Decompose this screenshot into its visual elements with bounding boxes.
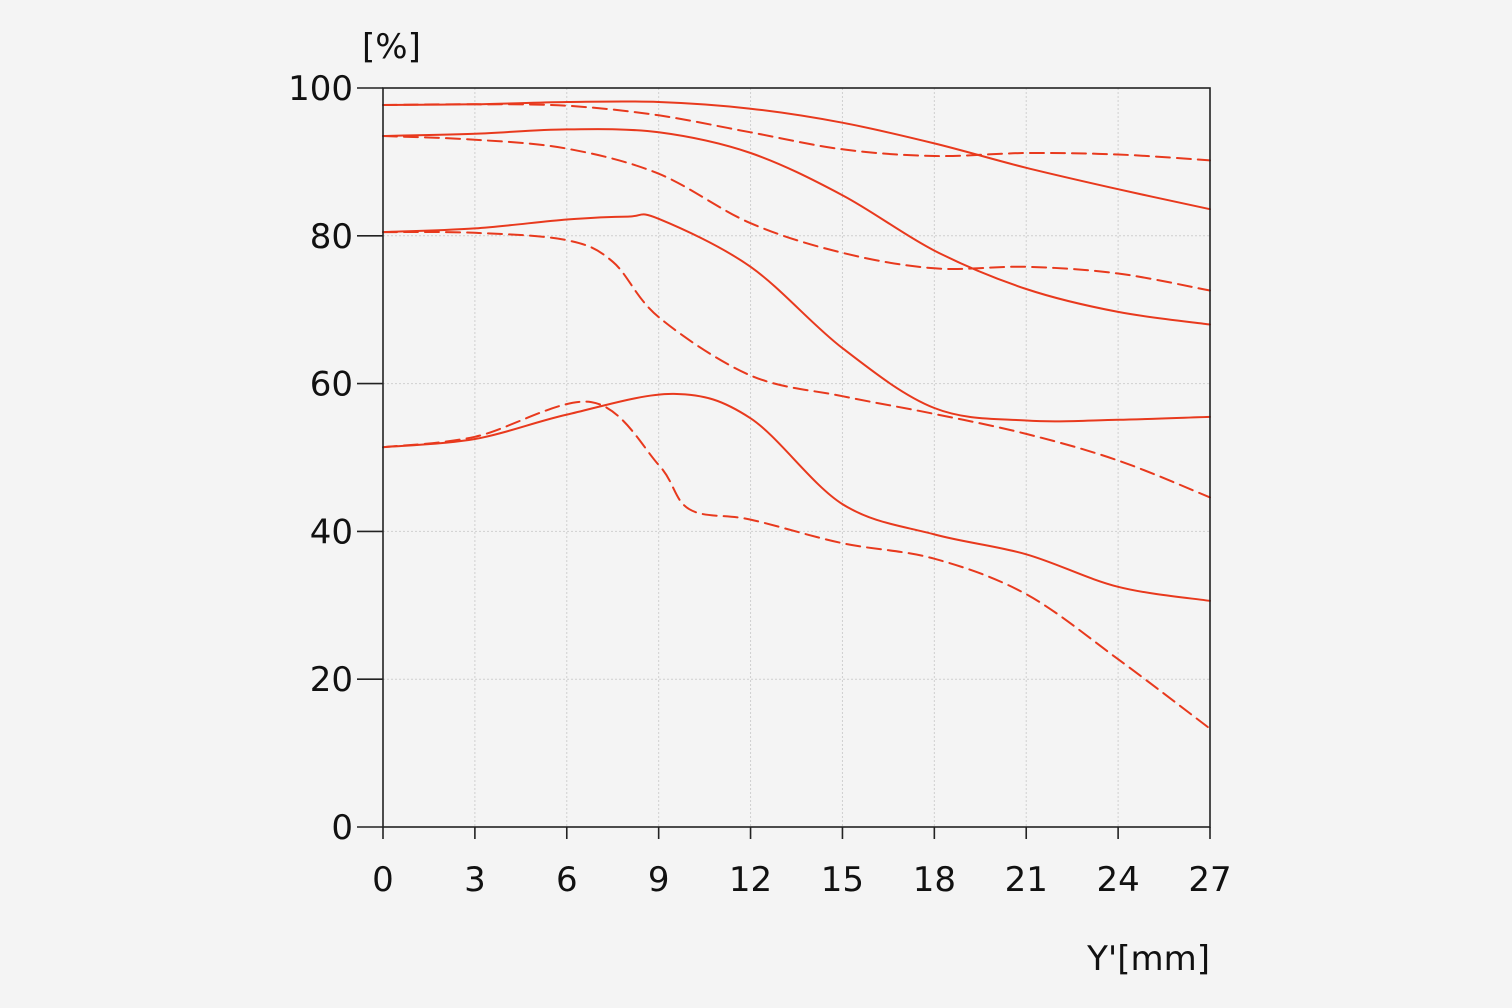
x-tick-label: 18 bbox=[913, 860, 956, 900]
x-tick-label: 6 bbox=[556, 860, 578, 900]
series-line-7-solid bbox=[382, 392, 1211, 602]
y-tick-label: 20 bbox=[310, 660, 353, 700]
series-line-2-dashed bbox=[382, 103, 1211, 162]
x-tick-label: 0 bbox=[372, 860, 394, 900]
y-tick-label: 80 bbox=[310, 217, 353, 257]
x-tick-label: 24 bbox=[1096, 860, 1139, 900]
x-tick-label: 15 bbox=[821, 860, 864, 900]
x-tick-label: 9 bbox=[648, 860, 670, 900]
series-line-1-solid bbox=[382, 100, 1211, 211]
y-tick-label: 60 bbox=[310, 365, 353, 405]
series-line-6-dashed bbox=[382, 231, 1211, 499]
series-line-3-solid bbox=[382, 128, 1211, 326]
series-line-5-solid bbox=[382, 213, 1211, 423]
tick-layer: 0 3 6 9 12 15 18 21 24 27 0 20 40 60 80 100 bbox=[288, 69, 1232, 900]
y-tick-label: 0 bbox=[331, 808, 353, 848]
series-line-4-dashed bbox=[382, 135, 1211, 292]
x-tick-label: 12 bbox=[729, 860, 772, 900]
series-layer bbox=[382, 100, 1211, 730]
y-axis-label: [%] bbox=[362, 27, 421, 67]
plot-frame bbox=[382, 87, 1211, 828]
grid-layer bbox=[383, 88, 1210, 827]
y-tick-label: 40 bbox=[310, 512, 353, 552]
x-tick-label: 27 bbox=[1188, 860, 1231, 900]
x-axis-label: Y'[mm] bbox=[1086, 939, 1210, 979]
x-tick-label: 21 bbox=[1005, 860, 1048, 900]
x-tick-label: 3 bbox=[464, 860, 486, 900]
series-line-8-dashed bbox=[382, 400, 1211, 730]
y-tick-label: 100 bbox=[288, 69, 353, 109]
